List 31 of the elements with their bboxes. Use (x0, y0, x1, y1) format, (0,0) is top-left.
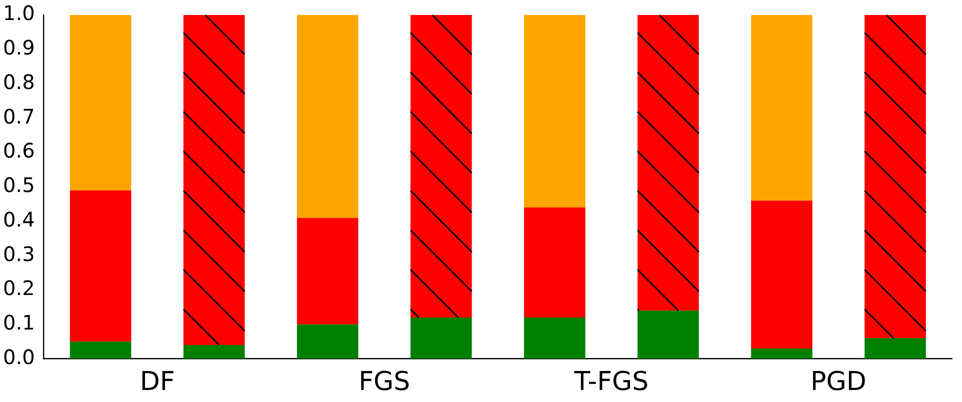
bar (751, 348, 812, 359)
y-tick-label: 0.9 (2, 36, 35, 60)
bar (183, 345, 245, 359)
y-tick-label: 0.1 (2, 310, 35, 335)
y-tick-label: 0.0 (2, 345, 35, 370)
y-tick-label: 1.0 (2, 1, 35, 26)
bar (751, 15, 812, 201)
x-tick-label: DF (140, 367, 175, 398)
y-tick-label: 0.4 (2, 207, 35, 232)
y-tick-label: 0.2 (2, 276, 35, 300)
bar (70, 190, 132, 342)
y-tick-label: 0.5 (2, 173, 35, 198)
y-tick-label: 0.7 (2, 104, 35, 128)
bar (296, 218, 358, 324)
bar (864, 338, 926, 359)
bar (524, 15, 586, 208)
bar (70, 15, 132, 190)
bar (70, 342, 132, 359)
x-tick-label: PGD (810, 367, 866, 398)
bar (410, 318, 472, 359)
bar (524, 208, 586, 318)
bar (524, 318, 586, 359)
x-tick-label: FGS (358, 367, 410, 398)
x-tick-label: T-FGS (573, 367, 649, 398)
y-tick-label: 0.3 (2, 242, 35, 266)
bar (296, 15, 358, 218)
y-tick-label: 0.8 (2, 70, 35, 94)
bar (751, 200, 812, 348)
bar (296, 324, 358, 359)
bar (638, 310, 699, 359)
y-tick-label: 0.6 (2, 138, 35, 163)
